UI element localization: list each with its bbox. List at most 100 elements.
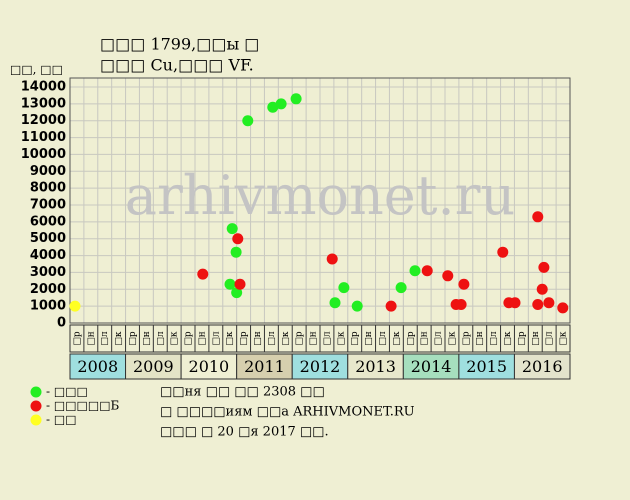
quarter-label: □л bbox=[267, 331, 277, 346]
quarter-label: □н bbox=[420, 331, 430, 346]
quarter-label: □р bbox=[72, 331, 82, 346]
legend-marker bbox=[30, 400, 42, 412]
data-point bbox=[230, 246, 242, 258]
quarter-label: □к bbox=[392, 331, 402, 346]
y-tick-label: 11000 bbox=[21, 130, 66, 145]
quarter-label: □н bbox=[531, 331, 541, 346]
quarter-label: □н bbox=[309, 331, 319, 346]
x-tick-label: 2012 bbox=[300, 357, 341, 376]
quarter-label: □н bbox=[253, 331, 263, 346]
y-tick-label: 1000 bbox=[30, 299, 66, 314]
footer-text: □□□ □ 20 □я 2017 □□. bbox=[160, 425, 329, 440]
data-point bbox=[395, 282, 407, 294]
x-tick-label: 2008 bbox=[77, 357, 118, 376]
data-point bbox=[532, 298, 544, 310]
data-point bbox=[275, 98, 287, 110]
x-tick-label: 2014 bbox=[411, 357, 452, 376]
y-tick-label: 13000 bbox=[21, 96, 66, 111]
quarter-label: □л bbox=[489, 331, 499, 346]
quarter-label: □р bbox=[128, 331, 138, 346]
legend-marker bbox=[30, 386, 42, 398]
quarter-label: □к bbox=[503, 331, 513, 346]
quarter-label: □н bbox=[475, 331, 485, 346]
data-point bbox=[385, 300, 397, 312]
data-point bbox=[442, 270, 454, 282]
year-cell bbox=[513, 353, 571, 380]
quarter-label: □р bbox=[406, 331, 416, 346]
watermark: arhivmonet.ru bbox=[125, 164, 515, 227]
quarter-label: □р bbox=[295, 331, 305, 346]
quarter-label: □л bbox=[545, 331, 555, 346]
x-tick-label: 2013 bbox=[355, 357, 396, 376]
data-point bbox=[197, 268, 209, 280]
y-tick-label: 0 bbox=[57, 316, 66, 331]
year-cell bbox=[236, 353, 293, 380]
data-point bbox=[338, 282, 350, 294]
data-point bbox=[267, 101, 279, 113]
legend-label: - □□ bbox=[46, 413, 77, 427]
data-point bbox=[234, 278, 246, 290]
y-tick-label: 8000 bbox=[30, 181, 66, 196]
data-point bbox=[536, 283, 548, 295]
data-point bbox=[497, 246, 509, 258]
data-point bbox=[224, 278, 236, 290]
year-cell bbox=[69, 353, 127, 380]
y-tick-label: 7000 bbox=[30, 198, 66, 213]
x-tick-label: 2016 bbox=[522, 357, 563, 376]
quarter-label: □н bbox=[142, 331, 152, 346]
year-cell bbox=[402, 353, 460, 380]
year-cell bbox=[291, 353, 349, 380]
quarter-label: □к bbox=[336, 331, 346, 346]
data-point bbox=[329, 297, 341, 309]
quarter-label: □л bbox=[156, 331, 166, 346]
quarter-label: □р bbox=[184, 331, 194, 346]
quarter-label: □к bbox=[170, 331, 180, 346]
y-tick-label: 3000 bbox=[30, 265, 66, 280]
quarter-label: □к bbox=[559, 331, 569, 346]
y-tick-label: 12000 bbox=[21, 113, 66, 128]
y-tick-label: 9000 bbox=[30, 164, 66, 179]
data-point bbox=[538, 261, 550, 273]
data-point bbox=[421, 265, 433, 277]
data-point bbox=[455, 298, 467, 310]
x-tick-label: 2015 bbox=[466, 357, 507, 376]
quarter-label: □р bbox=[517, 331, 527, 346]
plot-border bbox=[69, 77, 571, 324]
data-point bbox=[242, 115, 254, 127]
quarter-label: □л bbox=[211, 331, 221, 346]
y-tick-label: 6000 bbox=[30, 214, 66, 229]
year-cell bbox=[347, 353, 404, 380]
data-point bbox=[557, 302, 569, 314]
x-tick-label: 2011 bbox=[244, 357, 285, 376]
quarter-label: □р bbox=[461, 331, 471, 346]
year-cell bbox=[458, 353, 515, 380]
data-point bbox=[532, 211, 544, 223]
data-point bbox=[509, 297, 521, 309]
legend-label: - □□□ bbox=[46, 385, 88, 399]
x-tick-label: 2009 bbox=[133, 357, 174, 376]
data-point bbox=[351, 300, 363, 312]
data-point bbox=[326, 253, 338, 265]
quarter-label: □н bbox=[364, 331, 374, 346]
chart-subtitle: □□□ Cu,□□□ VF. bbox=[100, 56, 254, 75]
data-point bbox=[458, 278, 470, 290]
quarter-label: □л bbox=[378, 331, 388, 346]
quarter-label: □к bbox=[225, 331, 235, 346]
data-point bbox=[543, 297, 555, 309]
y-tick-label: 4000 bbox=[30, 248, 66, 263]
data-point bbox=[231, 287, 243, 299]
quarter-label: □р bbox=[350, 331, 360, 346]
quarter-label: □н bbox=[197, 331, 207, 346]
quarter-label: □л bbox=[434, 331, 444, 346]
data-point bbox=[69, 300, 81, 312]
chart-title: □□□ 1799,□□ы □ bbox=[100, 35, 259, 54]
data-point bbox=[409, 265, 421, 277]
quarter-label: □к bbox=[447, 331, 457, 346]
quarter-label: □р bbox=[239, 331, 249, 346]
quarter-label: □л bbox=[100, 331, 110, 346]
quarter-label: □к bbox=[281, 331, 291, 346]
y-tick-label: 2000 bbox=[30, 282, 66, 297]
data-point bbox=[226, 223, 238, 235]
legend-label: - □□□□□Б bbox=[46, 399, 120, 413]
footer-text: □□ня □□ □□ 2308 □□ bbox=[160, 385, 325, 400]
